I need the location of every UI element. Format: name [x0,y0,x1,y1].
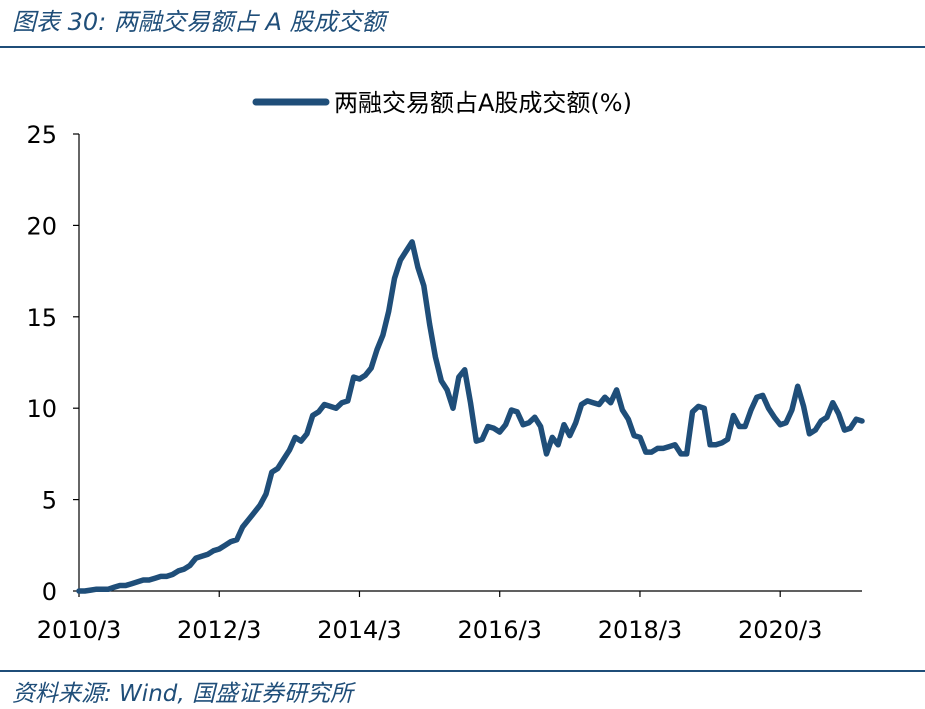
y-tick-label: 15 [26,304,57,332]
x-tick-label: 2012/3 [177,616,261,644]
y-tick-label: 25 [26,121,57,149]
axes: 0 5 10 15 20 25 2010/3 2012/3 2014/3 2016/3 2018/3… [26,121,862,644]
legend-label: 两融交易额占A股成交额(%) [334,89,632,117]
y-tick-label: 10 [26,395,57,423]
top-divider [0,46,925,48]
x-tick-label: 2020/3 [738,616,822,644]
source-note: 资料来源: Wind, 国盛证券研究所 [12,681,353,707]
x-tick-label: 2010/3 [37,616,121,644]
x-tick-label: 2018/3 [598,616,682,644]
bottom-divider [0,670,925,672]
series-line [76,239,865,594]
x-tick-label: 2014/3 [317,616,401,644]
figure-title: 图表 30: 两融交易额占 A 股成交额 [12,8,386,36]
y-tick-label: 0 [42,578,57,606]
plot-area [76,239,865,594]
y-tick-label: 5 [42,487,57,515]
x-tick-label: 2016/3 [457,616,541,644]
legend: 两融交易额占A股成交额(%) [252,89,632,117]
y-tick-label: 20 [26,212,57,240]
